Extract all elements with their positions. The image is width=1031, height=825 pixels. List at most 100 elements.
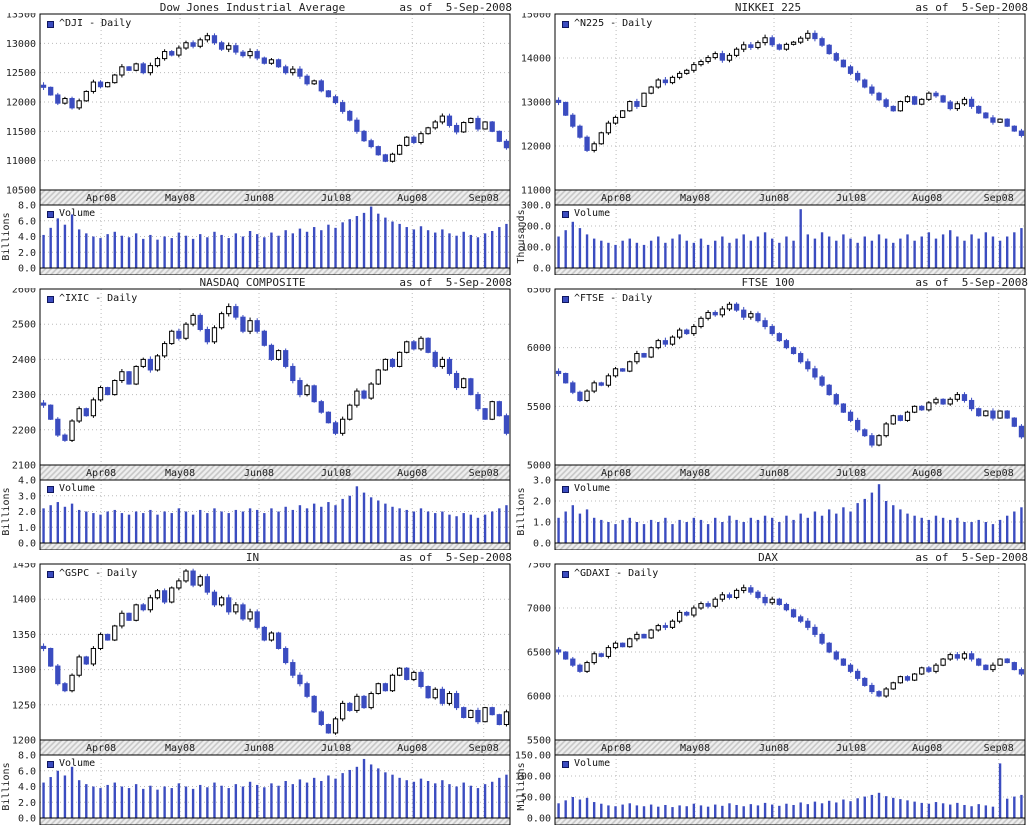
svg-text:Sep08: Sep08 bbox=[469, 193, 499, 204]
svg-text:May08: May08 bbox=[680, 743, 710, 754]
chart-header: Dow Jones Industrial Average as of 5-Sep… bbox=[0, 0, 515, 14]
svg-text:6000: 6000 bbox=[527, 692, 551, 703]
volume-plot: 3.0 2.0 1.0 0.0 Billions bbox=[516, 476, 1026, 550]
svg-text:Sep08: Sep08 bbox=[469, 743, 499, 754]
svg-text:5500: 5500 bbox=[527, 736, 551, 747]
volume-unit-label: Billions bbox=[1, 762, 12, 810]
svg-text:Jul08: Jul08 bbox=[321, 468, 351, 479]
volume-plot: 4.0 3.0 2.0 1.0 0.0 Billions bbox=[1, 476, 511, 550]
svg-text:Jul08: Jul08 bbox=[836, 468, 866, 479]
svg-text:6.0: 6.0 bbox=[18, 766, 36, 777]
svg-text:Aug08: Aug08 bbox=[397, 743, 427, 754]
svg-text:7000: 7000 bbox=[527, 604, 551, 615]
chart-title: NIKKEI 225 bbox=[734, 1, 802, 14]
svg-text:12500: 12500 bbox=[6, 68, 36, 79]
svg-text:13500: 13500 bbox=[6, 13, 36, 21]
svg-text:Sep08: Sep08 bbox=[984, 193, 1014, 204]
volume-unit-label: Millions bbox=[516, 762, 527, 810]
svg-text:2500: 2500 bbox=[12, 320, 36, 331]
svg-text:300.0: 300.0 bbox=[521, 201, 551, 212]
svg-text:150.00: 150.00 bbox=[515, 751, 551, 762]
svg-text:Aug08: Aug08 bbox=[397, 193, 427, 204]
legend-swatch-icon bbox=[47, 760, 54, 768]
legend-swatch-icon bbox=[562, 210, 569, 218]
as-of-label: as of 5-Sep-2008 bbox=[915, 551, 1028, 564]
date-axis-band: Apr08 May08 Jun08 Jul08 Aug08 Sep08 bbox=[554, 464, 1026, 481]
svg-text:Jun08: Jun08 bbox=[244, 468, 274, 479]
svg-text:Apr08: Apr08 bbox=[86, 743, 116, 754]
svg-text:15000: 15000 bbox=[521, 13, 551, 21]
svg-text:2100: 2100 bbox=[12, 461, 36, 472]
svg-text:7500: 7500 bbox=[527, 563, 551, 571]
svg-text:3.0: 3.0 bbox=[533, 476, 551, 487]
svg-text:1200: 1200 bbox=[12, 736, 36, 747]
svg-text:May08: May08 bbox=[165, 193, 195, 204]
svg-text:0.0: 0.0 bbox=[533, 264, 551, 275]
plot-area: 2600 2500 2400 2300 2200 2100 Apr08 May08 Jun08 J… bbox=[0, 288, 515, 550]
svg-text:Jun08: Jun08 bbox=[244, 193, 274, 204]
svg-text:12000: 12000 bbox=[6, 98, 36, 109]
svg-text:4.0: 4.0 bbox=[18, 782, 36, 793]
svg-text:Jul08: Jul08 bbox=[321, 193, 351, 204]
svg-text:May08: May08 bbox=[165, 468, 195, 479]
clipped-bottom-band bbox=[39, 267, 511, 275]
svg-text:Sep08: Sep08 bbox=[469, 468, 499, 479]
price-legend-label: ^IXIC - Daily bbox=[59, 293, 138, 304]
legend-swatch-icon bbox=[47, 20, 54, 28]
svg-text:0.0: 0.0 bbox=[18, 264, 36, 275]
svg-text:Aug08: Aug08 bbox=[912, 193, 942, 204]
price-plot: 15000 14000 13000 12000 11000 bbox=[521, 13, 1026, 197]
svg-text:13000: 13000 bbox=[521, 98, 551, 109]
svg-text:4.0: 4.0 bbox=[18, 476, 36, 487]
svg-text:0.0: 0.0 bbox=[18, 814, 36, 825]
svg-text:6500: 6500 bbox=[527, 648, 551, 659]
price-plot: 7500 7000 6500 6000 5500 bbox=[527, 563, 1026, 747]
svg-text:100.0: 100.0 bbox=[521, 243, 551, 254]
svg-text:Jun08: Jun08 bbox=[759, 743, 789, 754]
clipped-bottom-band bbox=[554, 542, 1026, 550]
svg-text:1400: 1400 bbox=[12, 595, 36, 606]
date-axis-band: Apr08 May08 Jun08 Jul08 Aug08 Sep08 bbox=[554, 739, 1026, 756]
svg-text:2.0: 2.0 bbox=[18, 798, 36, 809]
price-legend: ^FTSE - Daily bbox=[562, 294, 652, 304]
clipped-bottom-band bbox=[554, 267, 1026, 275]
price-plot: 1450 1400 1350 1300 1250 1200 bbox=[12, 563, 511, 747]
price-plot: 6500 6000 5500 5000 bbox=[527, 288, 1026, 472]
svg-text:Sep08: Sep08 bbox=[984, 468, 1014, 479]
volume-legend-label: Volume bbox=[574, 208, 611, 219]
price-legend: ^GSPC - Daily bbox=[47, 569, 137, 579]
legend-swatch-icon bbox=[47, 210, 54, 218]
chart-header: IN as of 5-Sep-2008 bbox=[0, 550, 515, 564]
clipped-bottom-band bbox=[554, 817, 1026, 825]
svg-text:2400: 2400 bbox=[12, 355, 36, 366]
price-legend-label: ^GSPC - Daily bbox=[59, 568, 138, 579]
as-of-label: as of 5-Sep-2008 bbox=[915, 276, 1028, 289]
svg-text:0.0: 0.0 bbox=[18, 539, 36, 550]
chart-title: DAX bbox=[758, 551, 778, 564]
volume-unit-label: Billions bbox=[1, 212, 12, 260]
svg-text:Apr08: Apr08 bbox=[601, 193, 631, 204]
chart-header: FTSE 100 as of 5-Sep-2008 bbox=[515, 275, 1031, 289]
candlestick-chart: 7500 7000 6500 6000 5500 Apr08 May08 Jun08 Jul08… bbox=[515, 563, 1026, 825]
svg-text:2.0: 2.0 bbox=[533, 497, 551, 508]
legend-swatch-icon bbox=[562, 295, 569, 303]
volume-legend: Volume bbox=[562, 759, 610, 769]
as-of-label: as of 5-Sep-2008 bbox=[399, 276, 512, 289]
chart-panel-gspc: IN as of 5-Sep-2008 1450 1400 1350 1300 1250… bbox=[0, 550, 515, 825]
as-of-label: as of 5-Sep-2008 bbox=[915, 1, 1028, 14]
chart-panel-ftse: FTSE 100 as of 5-Sep-2008 6500 6000 5500 50… bbox=[515, 275, 1031, 550]
svg-text:12000: 12000 bbox=[521, 142, 551, 153]
svg-text:Aug08: Aug08 bbox=[912, 743, 942, 754]
volume-legend: Volume bbox=[47, 759, 95, 769]
price-legend-label: ^N225 - Daily bbox=[574, 18, 653, 29]
volume-plot: 300.0 200.0 100.0 0.0 Thousands bbox=[516, 201, 1026, 275]
plot-area: 13500 13000 12500 12000 11500 11000 10500 Apr08… bbox=[0, 13, 515, 275]
price-legend: ^GDAXI - Daily bbox=[562, 569, 658, 579]
svg-text:Jun08: Jun08 bbox=[244, 743, 274, 754]
date-axis-band: Apr08 May08 Jun08 Jul08 Aug08 Sep08 bbox=[39, 739, 511, 756]
date-axis-band: Apr08 May08 Jun08 Jul08 Aug08 Sep08 bbox=[39, 189, 511, 206]
svg-text:1.0: 1.0 bbox=[533, 518, 551, 529]
volume-legend-label: Volume bbox=[59, 208, 96, 219]
volume-unit-label: Billions bbox=[516, 487, 527, 535]
